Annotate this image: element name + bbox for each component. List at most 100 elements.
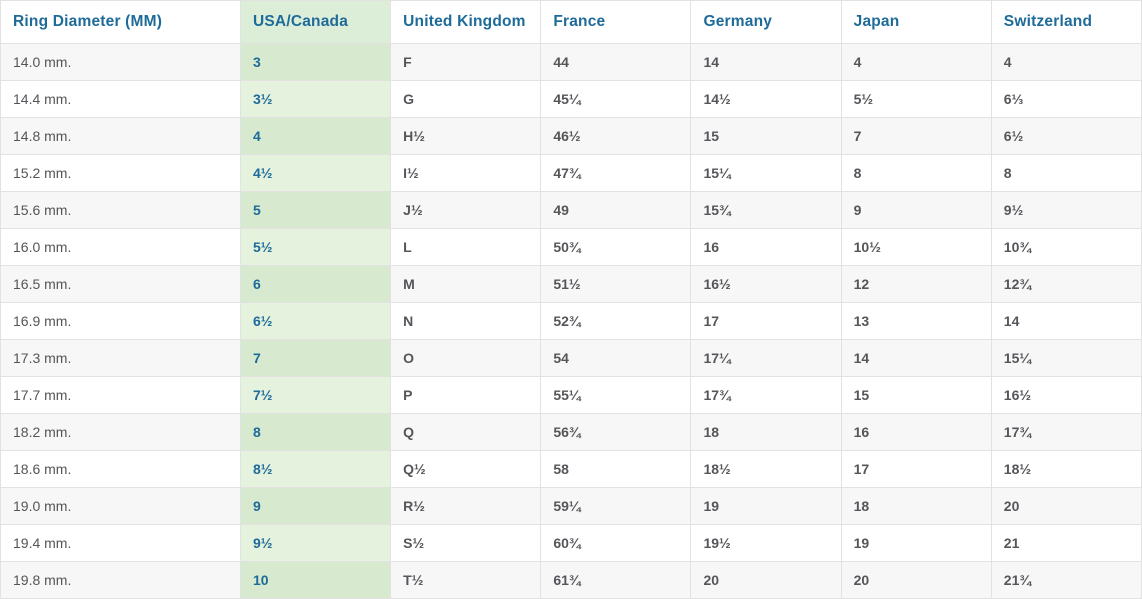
cell-united-kingdom: N	[390, 302, 542, 340]
table-row: 15.2 mm. 4½ I½ 47¾ 15¼ 8 8	[0, 154, 1142, 192]
cell-germany: 14½	[690, 80, 842, 118]
cell-ring-diameter-mm: 15.6 mm.	[0, 191, 241, 229]
cell-japan: 5½	[840, 80, 992, 118]
table-row: 16.0 mm. 5½ L 50¾ 16 10½ 10¾	[0, 228, 1142, 266]
cell-france: 58	[540, 450, 692, 488]
cell-ring-diameter-mm: 17.7 mm.	[0, 376, 241, 414]
header-row: Ring Diameter (MM) USA/Canada United Kingd…	[0, 0, 1142, 44]
cell-united-kingdom: R½	[390, 487, 542, 525]
cell-germany: 18½	[690, 450, 842, 488]
cell-germany: 18	[690, 413, 842, 451]
cell-switzerland: 21	[990, 524, 1142, 562]
cell-united-kingdom: M	[390, 265, 542, 303]
cell-ring-diameter-mm: 18.6 mm.	[0, 450, 241, 488]
cell-switzerland: 15¼	[990, 339, 1142, 377]
cell-france: 59¼	[540, 487, 692, 525]
cell-japan: 4	[840, 43, 992, 81]
table-row: 15.6 mm. 5 J½ 49 15¾ 9 9½	[0, 191, 1142, 229]
cell-ring-diameter-mm: 15.2 mm.	[0, 154, 241, 192]
cell-france: 52¾	[540, 302, 692, 340]
cell-germany: 16½	[690, 265, 842, 303]
cell-japan: 16	[840, 413, 992, 451]
cell-usa-canada: 7½	[239, 376, 392, 414]
column-header-france: France	[540, 0, 692, 44]
table-row: 16.5 mm. 6 M 51½ 16½ 12 12¾	[0, 265, 1142, 303]
cell-germany: 16	[690, 228, 842, 266]
cell-ring-diameter-mm: 14.0 mm.	[0, 43, 241, 81]
cell-japan: 20	[840, 561, 992, 599]
cell-switzerland: 12¾	[990, 265, 1142, 303]
cell-usa-canada: 6½	[239, 302, 392, 340]
cell-usa-canada: 7	[239, 339, 392, 377]
cell-germany: 19	[690, 487, 842, 525]
table-row: 14.4 mm. 3½ G 45¼ 14½ 5½ 6⅓	[0, 80, 1142, 118]
column-header-switzerland: Switzerland	[990, 0, 1142, 44]
cell-france: 46½	[540, 117, 692, 155]
cell-united-kingdom: P	[390, 376, 542, 414]
cell-ring-diameter-mm: 16.9 mm.	[0, 302, 241, 340]
cell-germany: 15¾	[690, 191, 842, 229]
cell-japan: 17	[840, 450, 992, 488]
cell-usa-canada: 5½	[239, 228, 392, 266]
cell-germany: 20	[690, 561, 842, 599]
table-row: 14.8 mm. 4 H½ 46½ 15 7 6½	[0, 117, 1142, 155]
cell-switzerland: 18½	[990, 450, 1142, 488]
cell-germany: 17¼	[690, 339, 842, 377]
cell-germany: 14	[690, 43, 842, 81]
cell-japan: 19	[840, 524, 992, 562]
table-row: 17.7 mm. 7½ P 55¼ 17¾ 15 16½	[0, 376, 1142, 414]
cell-switzerland: 6½	[990, 117, 1142, 155]
table-row: 17.3 mm. 7 O 54 17¼ 14 15¼	[0, 339, 1142, 377]
cell-united-kingdom: T½	[390, 561, 542, 599]
cell-usa-canada: 4	[239, 117, 392, 155]
cell-usa-canada: 8½	[239, 450, 392, 488]
cell-germany: 17¾	[690, 376, 842, 414]
cell-japan: 12	[840, 265, 992, 303]
table-row: 16.9 mm. 6½ N 52¾ 17 13 14	[0, 302, 1142, 340]
cell-france: 49	[540, 191, 692, 229]
cell-germany: 15	[690, 117, 842, 155]
cell-switzerland: 16½	[990, 376, 1142, 414]
cell-ring-diameter-mm: 14.8 mm.	[0, 117, 241, 155]
cell-france: 50¾	[540, 228, 692, 266]
table-body: 14.0 mm. 3 F 44 14 4 4 14.4 mm. 3½ G 45¼ 14½ 5½ 6⅓ 14.…	[0, 43, 1142, 599]
cell-france: 60¾	[540, 524, 692, 562]
cell-germany: 15¼	[690, 154, 842, 192]
cell-switzerland: 9½	[990, 191, 1142, 229]
cell-switzerland: 6⅓	[990, 80, 1142, 118]
cell-ring-diameter-mm: 14.4 mm.	[0, 80, 241, 118]
cell-ring-diameter-mm: 16.5 mm.	[0, 265, 241, 303]
cell-switzerland: 17¾	[990, 413, 1142, 451]
cell-france: 44	[540, 43, 692, 81]
cell-japan: 7	[840, 117, 992, 155]
cell-usa-canada: 3½	[239, 80, 392, 118]
cell-japan: 13	[840, 302, 992, 340]
cell-switzerland: 20	[990, 487, 1142, 525]
table-row: 19.8 mm. 10 T½ 61¾ 20 20 21¾	[0, 561, 1142, 599]
table-header: Ring Diameter (MM) USA/Canada United Kingd…	[0, 0, 1142, 44]
cell-united-kingdom: H½	[390, 117, 542, 155]
cell-germany: 19½	[690, 524, 842, 562]
column-header-ring-diameter-mm: Ring Diameter (MM)	[0, 0, 241, 44]
cell-japan: 9	[840, 191, 992, 229]
cell-japan: 14	[840, 339, 992, 377]
table-row: 18.2 mm. 8 Q 56¾ 18 16 17¾	[0, 413, 1142, 451]
cell-usa-canada: 6	[239, 265, 392, 303]
column-header-united-kingdom: United Kingdom	[390, 0, 542, 44]
table-row: 19.4 mm. 9½ S½ 60¾ 19½ 19 21	[0, 524, 1142, 562]
cell-usa-canada: 5	[239, 191, 392, 229]
column-header-japan: Japan	[840, 0, 992, 44]
cell-united-kingdom: O	[390, 339, 542, 377]
cell-japan: 8	[840, 154, 992, 192]
cell-united-kingdom: L	[390, 228, 542, 266]
cell-switzerland: 14	[990, 302, 1142, 340]
cell-switzerland: 4	[990, 43, 1142, 81]
cell-united-kingdom: J½	[390, 191, 542, 229]
cell-japan: 15	[840, 376, 992, 414]
cell-ring-diameter-mm: 19.4 mm.	[0, 524, 241, 562]
cell-germany: 17	[690, 302, 842, 340]
cell-united-kingdom: F	[390, 43, 542, 81]
cell-france: 55¼	[540, 376, 692, 414]
cell-ring-diameter-mm: 16.0 mm.	[0, 228, 241, 266]
